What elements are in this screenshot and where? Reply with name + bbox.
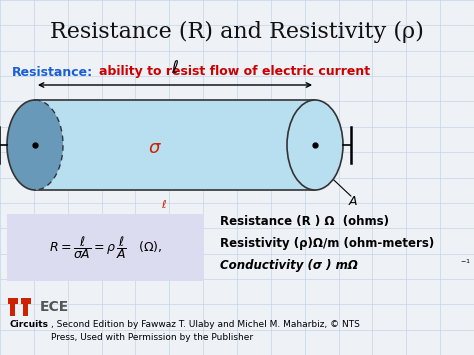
Text: $\ell$: $\ell$ bbox=[171, 59, 179, 77]
Text: $^{-1}$: $^{-1}$ bbox=[460, 259, 471, 268]
Bar bbox=[35, 100, 315, 190]
Bar bbox=[10, 298, 15, 316]
FancyBboxPatch shape bbox=[7, 214, 204, 281]
Ellipse shape bbox=[287, 100, 343, 190]
Text: $\sigma$: $\sigma$ bbox=[148, 139, 162, 157]
Text: Circuits: Circuits bbox=[10, 320, 49, 329]
Text: Resistance (R ) Ω  (ohms): Resistance (R ) Ω (ohms) bbox=[220, 215, 389, 228]
Text: $A$: $A$ bbox=[348, 195, 358, 208]
Text: Resistivity (ρ)Ω/m (ohm-meters): Resistivity (ρ)Ω/m (ohm-meters) bbox=[220, 237, 434, 250]
Bar bbox=[21, 298, 31, 304]
Text: $\ell$: $\ell$ bbox=[161, 198, 167, 210]
Text: $R = \dfrac{\ell}{\sigma A} = \rho\,\dfrac{\ell}{A}$   $(\Omega),$: $R = \dfrac{\ell}{\sigma A} = \rho\,\dfr… bbox=[49, 234, 162, 261]
Text: ECE: ECE bbox=[40, 300, 69, 314]
Text: Resistance (R) and Resistivity (ρ): Resistance (R) and Resistivity (ρ) bbox=[50, 21, 424, 43]
Text: , Second Edition by Fawwaz T. Ulaby and Michel M. Maharbiz, © NTS
Press, Used wi: , Second Edition by Fawwaz T. Ulaby and … bbox=[51, 320, 360, 342]
Ellipse shape bbox=[7, 100, 63, 190]
Bar bbox=[8, 298, 18, 304]
Bar bbox=[23, 298, 28, 316]
Text: ability to resist flow of electric current: ability to resist flow of electric curre… bbox=[99, 66, 370, 78]
Text: Resistance:: Resistance: bbox=[12, 66, 93, 78]
Text: Conductivity (σ ) mΩ: Conductivity (σ ) mΩ bbox=[220, 259, 358, 272]
